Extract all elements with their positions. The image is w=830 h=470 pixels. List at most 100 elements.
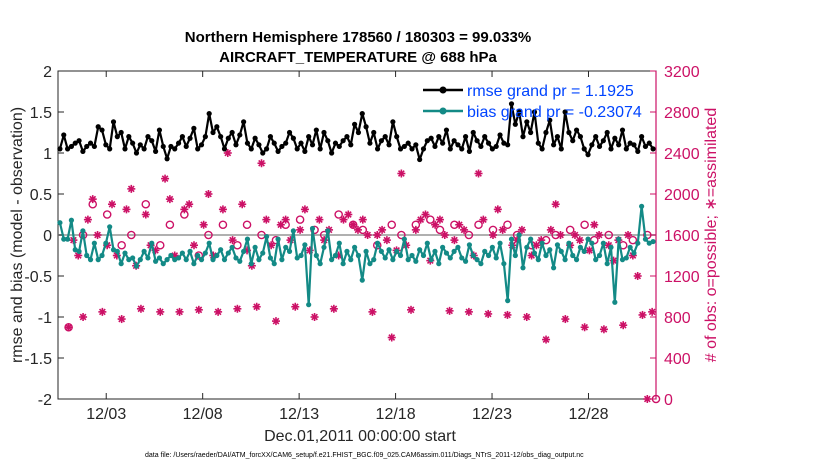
rmse-point	[631, 142, 637, 148]
bias-point	[183, 257, 189, 263]
rmse-point	[290, 135, 296, 141]
rmse-point	[248, 146, 254, 152]
x-tick-label: 12/13	[279, 406, 319, 423]
obs-possible-point	[604, 230, 614, 240]
bias-point	[122, 250, 128, 256]
bias-point	[570, 252, 576, 259]
right-tick-label: 0	[664, 392, 673, 409]
rmse-point	[149, 138, 155, 144]
obs-assimilated-point	[503, 310, 512, 319]
obs-possible-point	[651, 394, 661, 404]
bias-point	[417, 247, 423, 253]
rmse-point	[639, 134, 645, 140]
rmse-point	[352, 121, 358, 127]
bias-point	[401, 236, 407, 242]
rmse-point	[539, 146, 545, 152]
rmse-point	[298, 140, 304, 146]
bias-point	[593, 257, 599, 263]
rmse-point	[99, 127, 105, 133]
bias-point	[558, 248, 564, 254]
bias-point	[214, 252, 220, 259]
rmse-point	[313, 127, 319, 133]
bias-point	[61, 236, 67, 242]
bias-point	[241, 248, 247, 254]
rmse-point	[512, 121, 518, 127]
obs-assimilated-point	[643, 395, 652, 403]
rmse-point	[329, 150, 335, 156]
rmse-point	[244, 140, 251, 146]
rmse-point	[283, 140, 289, 146]
bias-point	[302, 242, 308, 248]
rmse-point	[478, 143, 484, 150]
rmse-point	[623, 146, 629, 152]
obs-assimilated-point	[460, 225, 469, 234]
rmse-point	[210, 129, 216, 136]
obs-assimilated-point	[204, 190, 213, 198]
rmse-point	[87, 140, 94, 146]
rmse-point	[187, 135, 193, 141]
obs-assimilated-point	[218, 205, 227, 214]
bias-point	[489, 244, 495, 250]
bias-point	[237, 258, 243, 264]
obs-assimilated-point	[117, 315, 126, 324]
rmse-point	[110, 119, 117, 125]
right-tick-label: 400	[664, 351, 691, 368]
bias-point	[382, 255, 388, 261]
rmse-point	[107, 146, 113, 152]
obs-possible-point	[88, 199, 98, 209]
right-tick-label: 800	[664, 310, 691, 327]
obs-assimilated-point	[339, 215, 348, 224]
rmse-point	[646, 140, 652, 146]
obs-assimilated-point	[638, 310, 647, 319]
obs-assimilated-point	[517, 225, 526, 234]
rmse-point	[401, 143, 407, 150]
rmse-point	[130, 140, 136, 146]
rmse-point	[420, 146, 427, 152]
bias-point	[566, 240, 572, 246]
bias-point	[531, 250, 538, 256]
obs-assimilated-point	[484, 309, 493, 318]
rmse-point	[156, 127, 163, 133]
obs-assimilated-point	[252, 302, 261, 311]
rmse-point	[191, 125, 197, 131]
rmse-point	[179, 134, 185, 140]
obs-assimilated-point	[257, 159, 266, 168]
bias-point	[221, 257, 228, 263]
bias-point	[374, 240, 381, 246]
rmse-point	[317, 146, 323, 152]
bias-point	[424, 240, 430, 246]
rmse-point	[482, 134, 488, 140]
obs-assimilated-point	[575, 236, 584, 245]
rmse-point	[516, 109, 522, 115]
bias-point	[608, 244, 614, 250]
rmse-point	[133, 150, 140, 156]
rmse-point	[355, 129, 362, 136]
x-tick-label: 12/08	[183, 406, 223, 423]
obs-assimilated-point	[561, 315, 570, 324]
rmse-point	[160, 143, 166, 150]
legend-bias-marker	[439, 107, 447, 115]
bias-point	[130, 255, 136, 261]
obs-assimilated-point	[185, 200, 194, 209]
obs-assimilated-point	[421, 210, 430, 219]
obs-assimilated-point	[368, 307, 377, 316]
left-tick-label: -0.5	[24, 269, 52, 286]
obs-assimilated-point	[296, 225, 305, 234]
bias-point	[225, 250, 231, 256]
bias-point	[118, 261, 124, 267]
bias-point	[149, 240, 155, 246]
obs-assimilated-point	[233, 304, 242, 313]
x-tick-label: 12/23	[472, 406, 512, 423]
rmse-point	[459, 146, 465, 152]
rmse-point	[64, 146, 71, 152]
rmse-point	[508, 101, 515, 107]
rmse-point	[619, 127, 626, 133]
obs-assimilated-point	[291, 302, 300, 311]
bias-point	[210, 257, 216, 263]
obs-possible-point	[474, 220, 483, 230]
rmse-point	[241, 119, 247, 125]
obs-possible-point	[165, 220, 175, 230]
obs-assimilated-point	[79, 313, 88, 321]
rmse-point	[585, 152, 591, 158]
bias-point	[260, 250, 266, 256]
